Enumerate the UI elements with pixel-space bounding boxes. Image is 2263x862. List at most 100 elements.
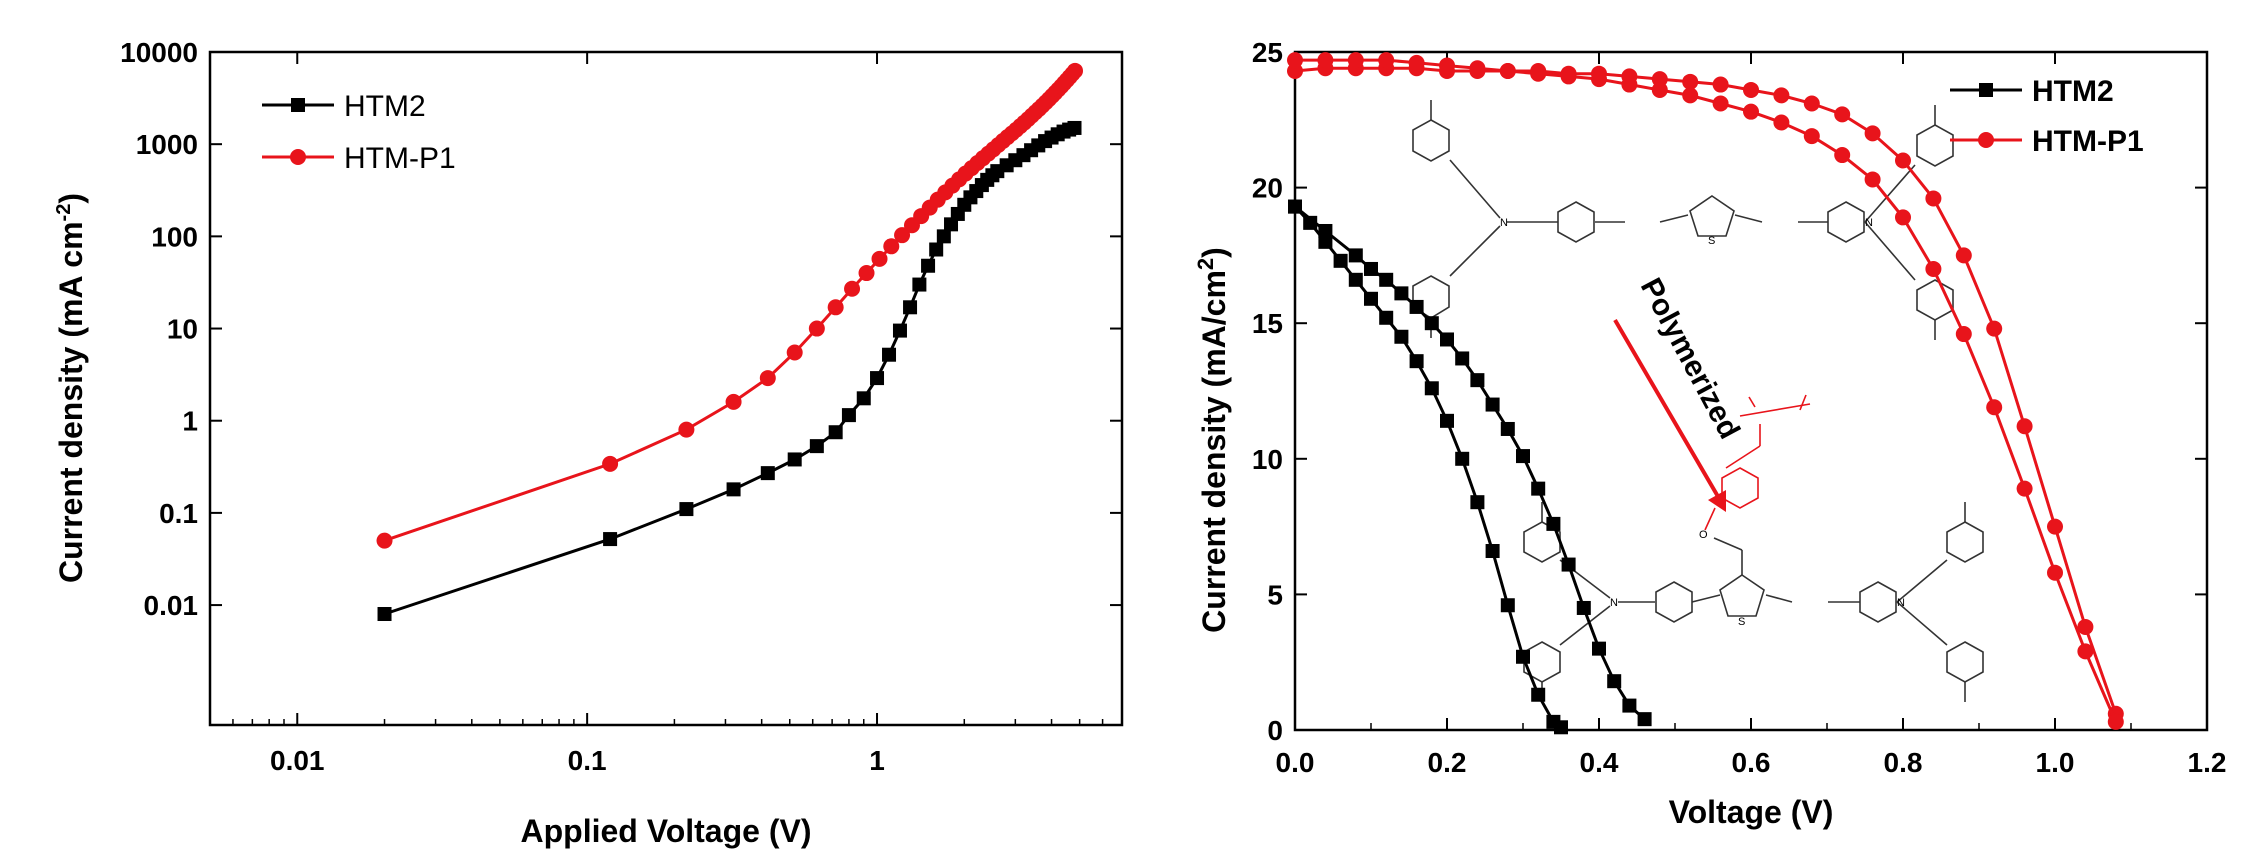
- left-point-htm2: [377, 607, 392, 622]
- right-legend-entry-htm2: HTM2: [1950, 75, 2114, 108]
- right-point-htm-p1: [2077, 643, 2094, 660]
- right-y-tick-label: 25: [1252, 37, 1283, 68]
- right-point-htm-p1: [2077, 618, 2094, 635]
- right-point-htm2: [1364, 261, 1378, 276]
- right-point-htm2: [1364, 291, 1378, 306]
- right-point-htm2: [1554, 720, 1568, 735]
- polymerized-arrowhead: [1708, 490, 1726, 512]
- right-point-htm-p1: [1773, 87, 1790, 104]
- right-point-htm-p1: [1864, 171, 1881, 188]
- right-point-htm-p1: [1803, 95, 1820, 112]
- left-point-htm-p1: [786, 344, 803, 361]
- right-point-htm2: [1637, 712, 1652, 727]
- ring-polymer-ur: [1946, 521, 1984, 563]
- left-point-htm2: [726, 482, 741, 497]
- right-point-htm2: [1455, 351, 1470, 366]
- right-point-htm-p1: [1682, 87, 1699, 104]
- right-point-htm2: [1424, 316, 1439, 331]
- right-legend-label-htm2: HTM2: [2032, 75, 2114, 108]
- atom-label-o: O: [1699, 529, 1708, 541]
- right-point-htm-p1: [1439, 57, 1455, 74]
- right-x-tick-label: 0.6: [1732, 747, 1771, 778]
- left-y-tick-label: 10000: [120, 37, 198, 68]
- right-point-htm-p1: [1347, 52, 1364, 69]
- left-x-axis-label: Applied Voltage (V): [521, 813, 812, 849]
- right-point-htm-p1: [1895, 152, 1911, 169]
- left-point-htm2: [828, 425, 843, 440]
- right-point-htm2: [1303, 215, 1318, 230]
- right-point-htm2: [1440, 413, 1454, 428]
- left-y-tick-label: 1000: [136, 129, 198, 160]
- left-point-htm2: [892, 323, 907, 338]
- left-legend-marker-htm2: [291, 98, 305, 112]
- right-point-htm2: [1348, 248, 1363, 263]
- right-point-htm2: [1607, 674, 1622, 689]
- ring-polymer-lr: [1946, 641, 1984, 683]
- left-point-htm2: [882, 347, 897, 362]
- right-point-htm-p1: [1834, 106, 1851, 123]
- left-point-htm2: [809, 439, 824, 454]
- left-point-htm-p1: [725, 393, 742, 410]
- left-y-axis-label: Current density (mA cm-2): [53, 193, 89, 583]
- left-point-htm-p1: [871, 250, 888, 267]
- atom-label-n3: N: [1610, 597, 1618, 609]
- left-point-htm-p1: [894, 227, 911, 244]
- left-point-htm-p1: [678, 421, 695, 438]
- right-line-htm-p1-1: [1295, 58, 2118, 723]
- ring-monomer-thiophene: [1689, 195, 1735, 237]
- ring-monomer-cl: [1557, 201, 1595, 243]
- left-x-tick-label: 0.1: [568, 745, 607, 776]
- ring-monomer-ur: [1916, 124, 1954, 167]
- left-point-htm2: [679, 502, 694, 517]
- right-point-htm2: [1531, 687, 1546, 702]
- right-point-htm2: [1531, 481, 1546, 496]
- right-point-htm-p1: [2047, 518, 2063, 535]
- left-chart: 0.01 0.1 1 0.01 0.1 1 10 100 1000 10000 Applied V…: [53, 37, 1124, 849]
- right-line-htm2-0: [1293, 205, 1562, 729]
- right-point-htm-p1: [1499, 62, 1516, 79]
- left-point-htm2: [921, 258, 936, 273]
- atom-label-n2: N: [1865, 217, 1873, 229]
- right-point-htm2: [1516, 649, 1530, 664]
- right-point-htm-p1: [1682, 73, 1699, 90]
- right-line-htm2-1: [1294, 205, 1646, 721]
- right-x-tick-label: 0.8: [1884, 747, 1923, 778]
- right-point-htm-p1: [1469, 60, 1486, 77]
- right-point-htm-p1: [2016, 480, 2033, 497]
- right-x-tick-label: 0.2: [1428, 747, 1467, 778]
- ring-polymer-cl: [1655, 581, 1693, 623]
- left-point-htm-p1: [376, 532, 393, 549]
- right-series-htm-p1: [1287, 52, 2124, 730]
- ring-polymer-thiophene: [1719, 574, 1765, 617]
- right-point-htm2: [1394, 286, 1409, 301]
- ring-monomer-lr: [1916, 279, 1954, 321]
- right-y-tick-label: 5: [1267, 579, 1283, 610]
- left-point-htm2: [929, 242, 944, 257]
- ring-monomer-cr: [1827, 201, 1865, 243]
- left-y-tick-label: 1: [182, 406, 198, 437]
- right-point-htm-p1: [1530, 65, 1547, 82]
- right-point-htm2: [1394, 329, 1409, 344]
- right-y-tick-label: 20: [1252, 173, 1283, 204]
- right-point-htm2: [1333, 253, 1348, 268]
- left-legend-label-htm2: HTM2: [344, 90, 426, 123]
- right-point-htm2: [1561, 557, 1576, 572]
- right-point-htm-p1: [1955, 247, 1972, 264]
- left-point-htm-p1: [883, 238, 900, 255]
- ring-polymer-cr: [1859, 581, 1897, 623]
- left-legend-label-htm-p1: HTM-P1: [344, 142, 456, 175]
- right-x-axis-label: Voltage (V): [1669, 794, 1834, 830]
- left-point-htm2: [912, 277, 927, 292]
- polymer-structure: [1541, 502, 1966, 702]
- right-point-htm-p1: [1712, 95, 1729, 112]
- polymerized-arrow: [1613, 318, 1722, 502]
- right-point-htm-p1: [1651, 81, 1668, 98]
- right-point-htm2: [1592, 641, 1606, 656]
- left-plot-frame: [208, 50, 1124, 727]
- left-point-htm-p1: [1067, 62, 1084, 79]
- right-point-htm2: [1440, 332, 1454, 347]
- left-x-tick-label: 0.01: [270, 745, 325, 776]
- ring-polymer-pendant: [1721, 467, 1759, 509]
- left-point-htm2: [903, 300, 918, 315]
